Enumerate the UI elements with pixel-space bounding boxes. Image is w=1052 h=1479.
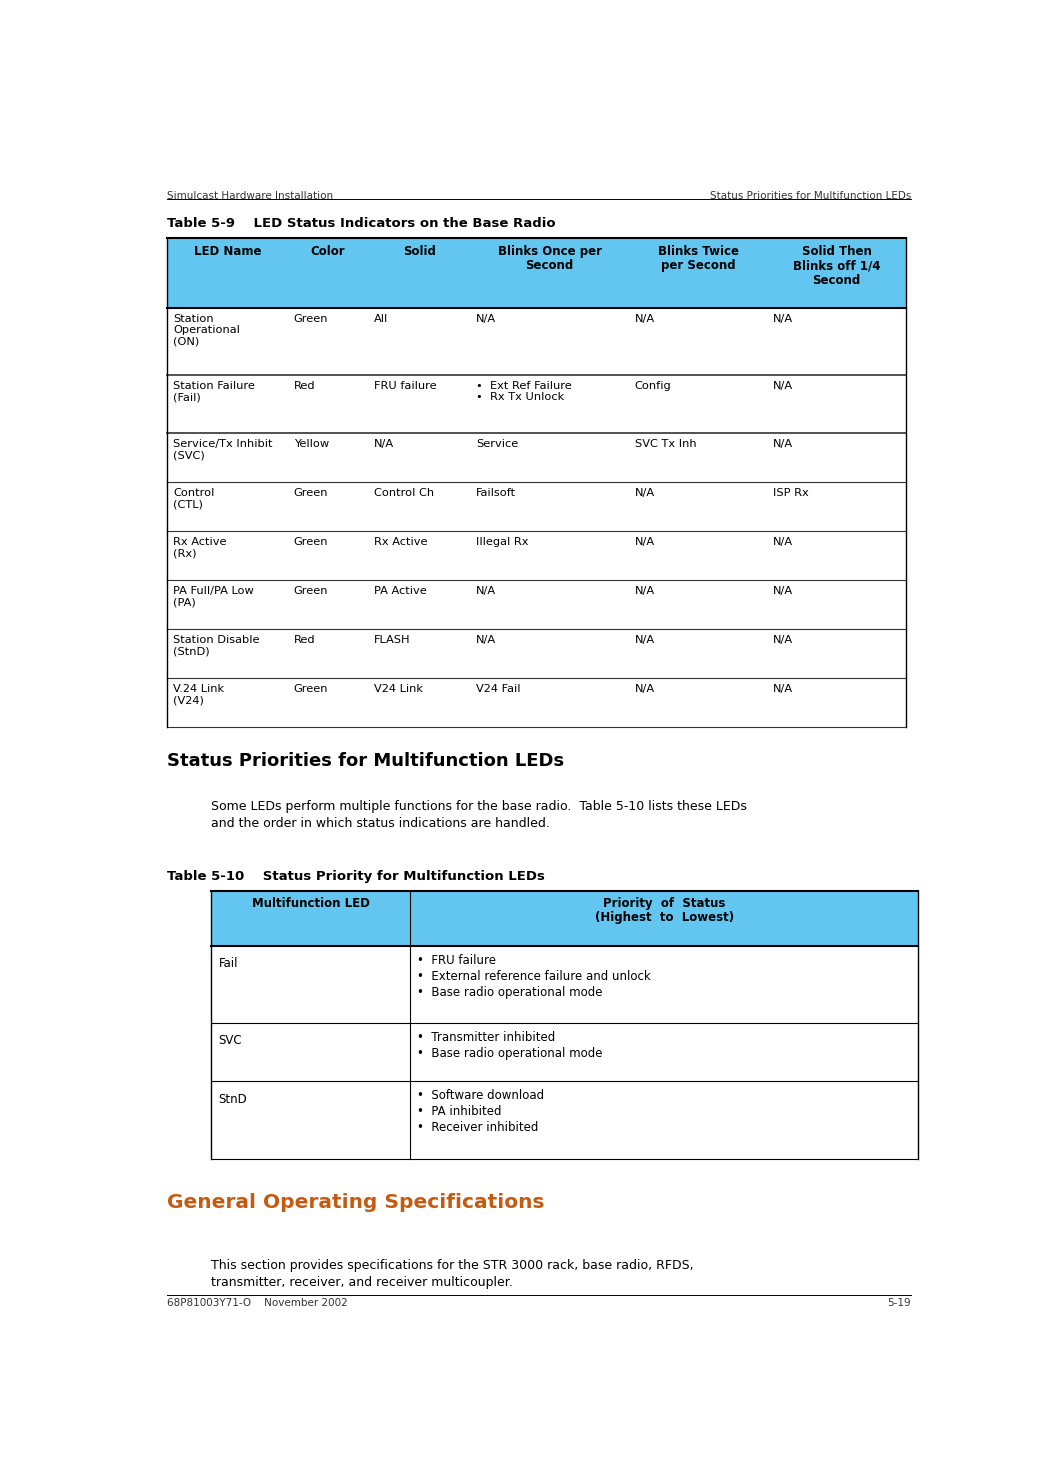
Bar	[210, 890, 918, 945]
Text: N/A: N/A	[477, 634, 497, 645]
Text: Fail: Fail	[219, 957, 238, 970]
Text: N/A: N/A	[477, 586, 497, 596]
Text: Rx Active
(Rx): Rx Active (Rx)	[174, 537, 226, 559]
Text: N/A: N/A	[634, 586, 654, 596]
Text: PA Active: PA Active	[373, 586, 426, 596]
Text: Table 5-10    Status Priority for Multifunction LEDs: Table 5-10 Status Priority for Multifunc…	[167, 871, 545, 883]
Text: V24 Fail: V24 Fail	[477, 683, 521, 694]
Text: Control
(CTL): Control (CTL)	[174, 488, 215, 509]
Text: Red: Red	[294, 634, 316, 645]
Text: N/A: N/A	[634, 314, 654, 324]
Text: Solid: Solid	[403, 244, 436, 257]
Text: N/A: N/A	[634, 488, 654, 498]
Text: Service: Service	[477, 439, 519, 448]
Text: Multifunction LED: Multifunction LED	[251, 896, 369, 910]
Text: StnD: StnD	[219, 1093, 247, 1105]
Text: Priority  of  Status
(Highest  to  Lowest): Priority of Status (Highest to Lowest)	[594, 896, 734, 924]
Text: N/A: N/A	[373, 439, 393, 448]
Text: ISP Rx: ISP Rx	[773, 488, 809, 498]
Text: Illegal Rx: Illegal Rx	[477, 537, 529, 547]
Text: Blinks Twice
per Second: Blinks Twice per Second	[658, 244, 739, 272]
Text: N/A: N/A	[773, 634, 793, 645]
Text: Status Priorities for Multifunction LEDs: Status Priorities for Multifunction LEDs	[709, 191, 911, 201]
Text: Green: Green	[294, 488, 328, 498]
Text: Blinks Once per
Second: Blinks Once per Second	[498, 244, 602, 272]
Bar	[167, 238, 906, 308]
Text: Station
Operational
(ON): Station Operational (ON)	[174, 314, 240, 346]
Text: N/A: N/A	[773, 439, 793, 448]
Text: Config: Config	[634, 380, 671, 390]
Text: 68P81003Y71-O    November 2002: 68P81003Y71-O November 2002	[167, 1299, 348, 1307]
Text: General Operating Specifications: General Operating Specifications	[167, 1192, 545, 1211]
Text: •  Ext Ref Failure
•  Rx Tx Unlock: • Ext Ref Failure • Rx Tx Unlock	[477, 380, 572, 402]
Text: 5-19: 5-19	[887, 1299, 911, 1307]
Text: •  FRU failure
•  External reference failure and unlock
•  Base radio operationa: • FRU failure • External reference failu…	[417, 954, 650, 998]
Text: Green: Green	[294, 683, 328, 694]
Text: N/A: N/A	[634, 634, 654, 645]
Text: Station Disable
(StnD): Station Disable (StnD)	[174, 634, 260, 657]
Text: SVC Tx Inh: SVC Tx Inh	[634, 439, 696, 448]
Text: Rx Active: Rx Active	[373, 537, 427, 547]
Text: All: All	[373, 314, 388, 324]
Text: Failsoft: Failsoft	[477, 488, 517, 498]
Text: N/A: N/A	[773, 683, 793, 694]
Text: Red: Red	[294, 380, 316, 390]
Text: •  Transmitter inhibited
•  Base radio operational mode: • Transmitter inhibited • Base radio ope…	[417, 1031, 603, 1060]
Text: N/A: N/A	[773, 537, 793, 547]
Text: FLASH: FLASH	[373, 634, 410, 645]
Text: Table 5-9    LED Status Indicators on the Base Radio: Table 5-9 LED Status Indicators on the B…	[167, 217, 557, 229]
Text: Some LEDs perform multiple functions for the base radio.  Table 5-10 lists these: Some LEDs perform multiple functions for…	[210, 800, 747, 830]
Text: FRU failure: FRU failure	[373, 380, 437, 390]
Text: V24 Link: V24 Link	[373, 683, 423, 694]
Text: V.24 Link
(V24): V.24 Link (V24)	[174, 683, 224, 705]
Text: N/A: N/A	[634, 683, 654, 694]
Text: Service/Tx Inhibit
(SVC): Service/Tx Inhibit (SVC)	[174, 439, 272, 460]
Text: Green: Green	[294, 314, 328, 324]
Text: Simulcast Hardware Installation: Simulcast Hardware Installation	[167, 191, 333, 201]
Text: N/A: N/A	[634, 537, 654, 547]
Text: N/A: N/A	[773, 586, 793, 596]
Text: Yellow: Yellow	[294, 439, 329, 448]
Text: Solid Then
Blinks off 1/4
Second: Solid Then Blinks off 1/4 Second	[793, 244, 881, 287]
Text: •  Software download
•  PA inhibited
•  Receiver inhibited: • Software download • PA inhibited • Rec…	[417, 1089, 544, 1134]
Text: LED Name: LED Name	[194, 244, 262, 257]
Text: N/A: N/A	[773, 314, 793, 324]
Text: PA Full/PA Low
(PA): PA Full/PA Low (PA)	[174, 586, 254, 608]
Text: N/A: N/A	[477, 314, 497, 324]
Text: Control Ch: Control Ch	[373, 488, 433, 498]
Text: Color: Color	[310, 244, 345, 257]
Text: Green: Green	[294, 537, 328, 547]
Text: This section provides specifications for the STR 3000 rack, base radio, RFDS,
tr: This section provides specifications for…	[210, 1259, 693, 1288]
Text: SVC: SVC	[219, 1034, 242, 1047]
Text: Status Priorities for Multifunction LEDs: Status Priorities for Multifunction LEDs	[167, 751, 565, 771]
Text: N/A: N/A	[773, 380, 793, 390]
Text: Green: Green	[294, 586, 328, 596]
Text: Station Failure
(Fail): Station Failure (Fail)	[174, 380, 255, 402]
